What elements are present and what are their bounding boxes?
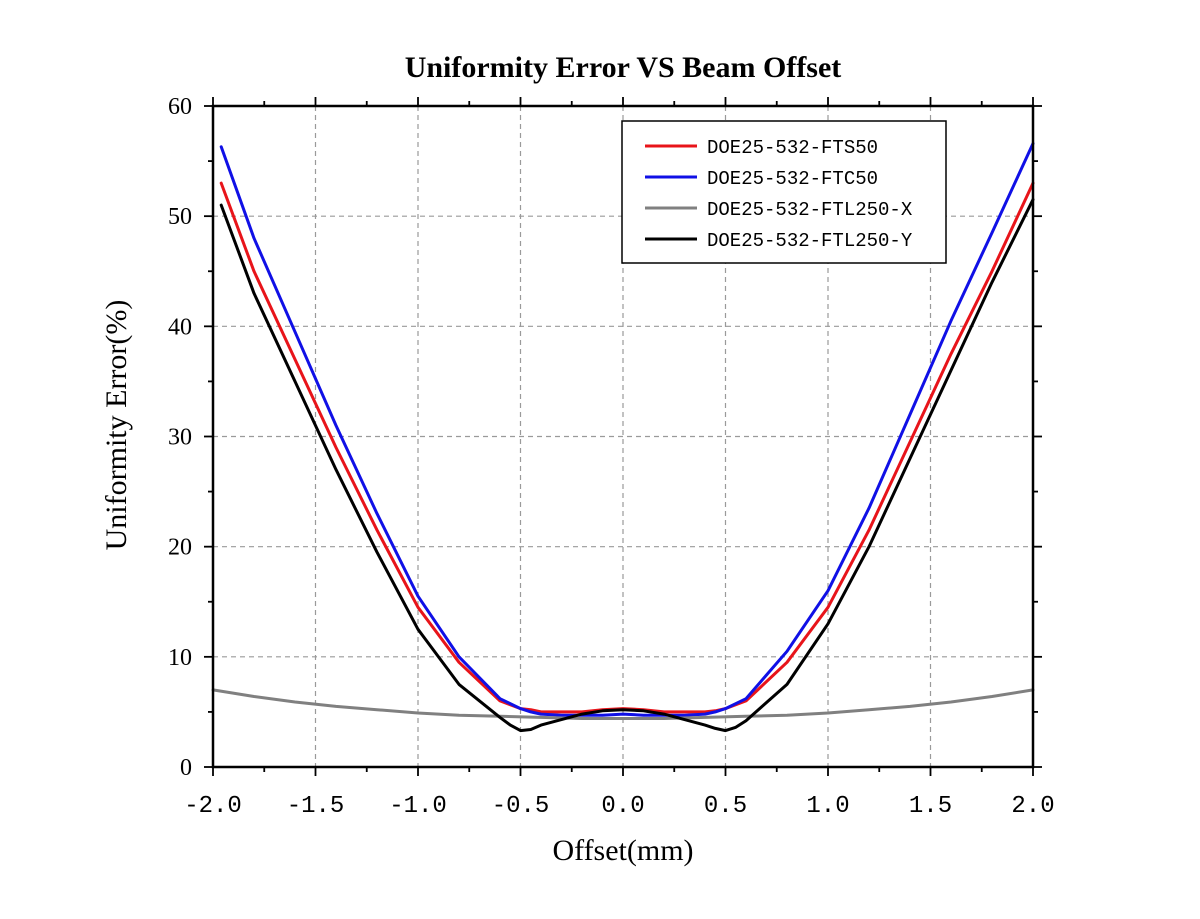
y-tick-label: 50 [168,204,192,230]
x-tick-label: 1.5 [909,793,952,820]
x-tick-labels: -2.0 -1.5 -1.0 -0.5 0.0 0.5 1.0 1.5 2.0 [184,793,1054,820]
x-tick-label: -1.5 [287,793,345,820]
x-tick-label: 2.0 [1011,793,1054,820]
legend-label-2: DOE25-532-FTL250-X [707,199,913,221]
series-line-2 [211,688,1035,720]
x-tick-label: 0.5 [704,793,747,820]
x-tick-label: 1.0 [806,793,849,820]
y-tick-label: 0 [180,755,192,781]
legend-label-1: DOE25-532-FTC50 [707,168,878,190]
y-tick-label: 60 [168,94,192,120]
y-tick-label: 10 [168,645,192,671]
series-lines [211,142,1035,733]
series-line-1 [219,142,1035,717]
legend-label-0: DOE25-532-FTS50 [707,137,878,159]
x-tick-label: -1.0 [389,793,447,820]
x-tick-label: -2.0 [184,793,242,820]
y-tick-label: 20 [168,535,192,561]
y-tick-label: 30 [168,425,192,451]
x-tick-label: -0.5 [492,793,550,820]
chart-title: Uniformity Error VS Beam Offset [405,51,842,84]
y-tick-label: 40 [168,314,192,340]
legend-label-3: DOE25-532-FTL250-Y [707,230,913,252]
y-axis-label: Uniformity Error(%) [100,300,133,551]
x-axis-label: Offset(mm) [552,834,693,867]
y-tick-labels: 0 10 20 30 40 50 60 [168,94,192,781]
series-line-3 [219,198,1035,733]
x-tick-label: 0.0 [601,793,644,820]
legend: DOE25-532-FTS50 DOE25-532-FTC50 DOE25-532-… [621,120,947,264]
axis-ticks [204,97,1042,776]
